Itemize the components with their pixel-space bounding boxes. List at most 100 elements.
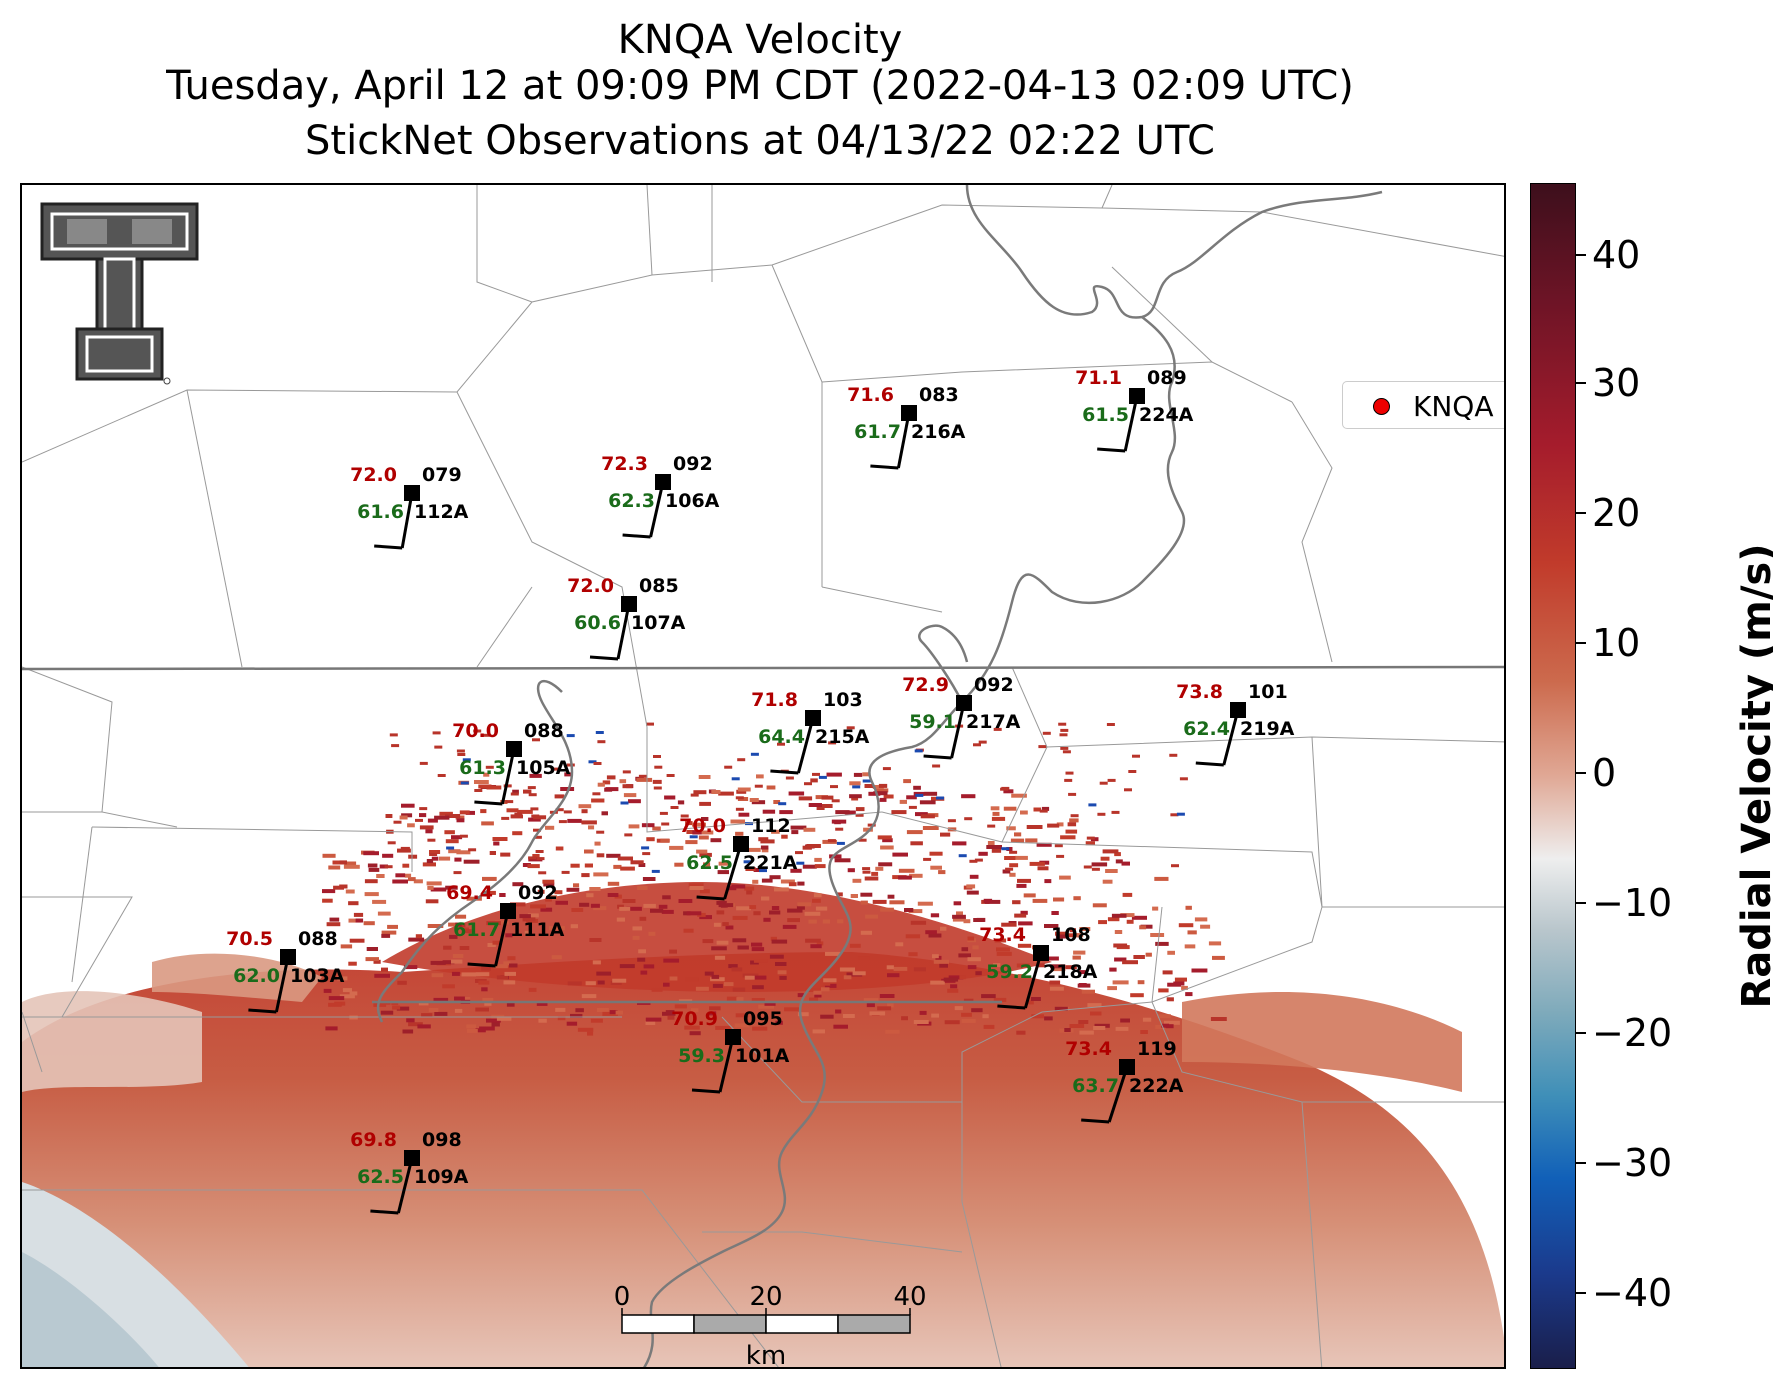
- station-id: 222A: [1129, 1075, 1184, 1097]
- colorbar-tick-mark: [1576, 642, 1586, 644]
- colorbar-tick-mark: [1576, 1162, 1586, 1164]
- station-temperature: 73.4: [979, 924, 1026, 946]
- station-plot-107A: 72.0 085 60.6 107A: [567, 575, 686, 661]
- wind-barb-flag: [696, 895, 725, 901]
- knqa-marker-icon: [1373, 398, 1390, 415]
- station-plot-224A: 71.1 089 61.5 224A: [1075, 367, 1194, 453]
- wind-barb-shaft: [616, 603, 631, 660]
- station-dewpoint: 62.0: [233, 965, 280, 987]
- station-temperature: 73.8: [1176, 681, 1223, 703]
- wind-barb-shaft: [950, 702, 966, 759]
- station-marker-icon: [1129, 388, 1145, 404]
- wind-barb-shaft: [1023, 952, 1043, 1009]
- station-dewpoint: 59.1: [909, 711, 956, 733]
- station-dewpoint: 61.5: [1082, 404, 1129, 426]
- station-dewpoint: 59.3: [678, 1045, 725, 1067]
- wind-barb-shaft: [896, 412, 911, 469]
- station-plot-101A: 70.9 095 59.3 101A: [671, 1008, 790, 1094]
- station-dewpoint: 62.5: [686, 852, 733, 874]
- station-temperature: 70.5: [226, 928, 273, 950]
- scale-tick-40: 40: [893, 1282, 926, 1312]
- colorbar-tick-label: 0: [1592, 751, 1617, 795]
- station-dewpoint: 61.7: [453, 919, 500, 941]
- station-dewpoint: 63.7: [1072, 1075, 1119, 1097]
- legend-label: KNQA: [1413, 390, 1494, 423]
- wind-barb-shaft: [274, 956, 290, 1013]
- wind-barb-flag: [1081, 1118, 1110, 1124]
- colorbar-title: Radial Velocity (m/s): [1734, 543, 1773, 1009]
- scale-bar: 0 20 40 km: [614, 1282, 927, 1367]
- station-marker-icon: [733, 836, 749, 852]
- wind-barb-flag: [589, 655, 619, 661]
- station-id: 112A: [414, 501, 469, 523]
- station-marker-icon: [404, 485, 420, 501]
- station-wind-direction: 079: [422, 464, 462, 486]
- colorbar-tick-mark: [1576, 902, 1586, 904]
- station-wind-direction: 103: [823, 689, 863, 711]
- station-plot-112A: 72.0 079 61.6 112A: [350, 464, 469, 550]
- station-plot-111A: 69.4 092 61.7 111A: [446, 882, 565, 968]
- station-marker-icon: [956, 695, 972, 711]
- station-id: 109A: [414, 1166, 469, 1188]
- station-temperature: 72.9: [902, 674, 949, 696]
- wind-barb-flag: [1195, 761, 1224, 767]
- wind-barb-shaft: [796, 717, 815, 774]
- station-id: 217A: [966, 711, 1021, 733]
- colorbar-tick-mark: [1576, 772, 1586, 774]
- wind-barb-flag: [474, 800, 503, 806]
- station-id: 106A: [665, 490, 720, 512]
- station-id: 111A: [510, 919, 565, 941]
- station-wind-direction: 098: [422, 1129, 462, 1151]
- station-id: 101A: [735, 1045, 790, 1067]
- wind-barb-flag: [374, 544, 403, 550]
- station-marker-icon: [655, 474, 671, 490]
- station-marker-icon: [725, 1029, 741, 1045]
- wind-barb-shaft: [649, 481, 665, 538]
- wind-barb-flag: [370, 1209, 399, 1215]
- wind-barb-shaft: [494, 910, 510, 967]
- colorbar-tick-mark: [1576, 254, 1586, 256]
- wind-barb-flag: [870, 464, 899, 470]
- station-id: 219A: [1240, 718, 1295, 740]
- station-wind-direction: 108: [1051, 924, 1091, 946]
- colorbar-tick-label: −10: [1592, 881, 1673, 925]
- wind-barb-flag: [923, 754, 952, 760]
- title-line-3: StickNet Observations at 04/13/22 02:22 …: [305, 118, 1215, 164]
- station-id: 103A: [290, 965, 345, 987]
- station-dewpoint: 61.7: [854, 421, 901, 443]
- county-boundaries: [22, 185, 1504, 1367]
- station-temperature: 72.3: [601, 453, 648, 475]
- colorbar-tick-label: −30: [1592, 1141, 1673, 1185]
- station-temperature: 73.4: [1065, 1038, 1112, 1060]
- station-id: 105A: [516, 757, 571, 779]
- station-marker-icon: [506, 741, 522, 757]
- station-marker-icon: [404, 1150, 420, 1166]
- station-temperature: 69.4: [446, 882, 493, 904]
- station-marker-icon: [1033, 945, 1049, 961]
- station-marker-icon: [1230, 702, 1246, 718]
- station-wind-direction: 095: [743, 1008, 783, 1030]
- colorbar-tick-mark: [1576, 512, 1586, 514]
- wind-barb-shaft: [400, 492, 414, 549]
- texas-tech-double-t-logo: [40, 202, 199, 385]
- map-canvas: 0 20 40 km 72.0 079 61.6 112A 72.3 092 62.3 106…: [22, 185, 1504, 1367]
- station-wind-direction: 092: [518, 882, 558, 904]
- station-plot-216A: 71.6 083 61.7 216A: [847, 384, 966, 470]
- wind-barb-shaft: [1222, 709, 1240, 766]
- station-temperature: 69.8: [350, 1129, 397, 1151]
- colorbar-tick-label: 40: [1592, 233, 1641, 277]
- station-wind-direction: 089: [1147, 367, 1187, 389]
- station-dewpoint: 62.5: [357, 1166, 404, 1188]
- station-temperature: 71.6: [847, 384, 894, 406]
- station-id: 221A: [743, 852, 798, 874]
- map-panel[interactable]: 0 20 40 km 72.0 079 61.6 112A 72.3 092 62.3 106…: [20, 183, 1506, 1369]
- station-dewpoint: 62.4: [1183, 718, 1230, 740]
- legend: KNQA: [1342, 381, 1504, 429]
- station-wind-direction: 092: [673, 453, 713, 475]
- station-id: 218A: [1043, 961, 1098, 983]
- station-wind-direction: 088: [298, 928, 338, 950]
- colorbar-tick-label: 10: [1592, 621, 1641, 665]
- wind-barb-flag: [997, 1004, 1026, 1010]
- station-temperature: 70.9: [671, 1008, 718, 1030]
- station-wind-direction: 112: [751, 815, 791, 837]
